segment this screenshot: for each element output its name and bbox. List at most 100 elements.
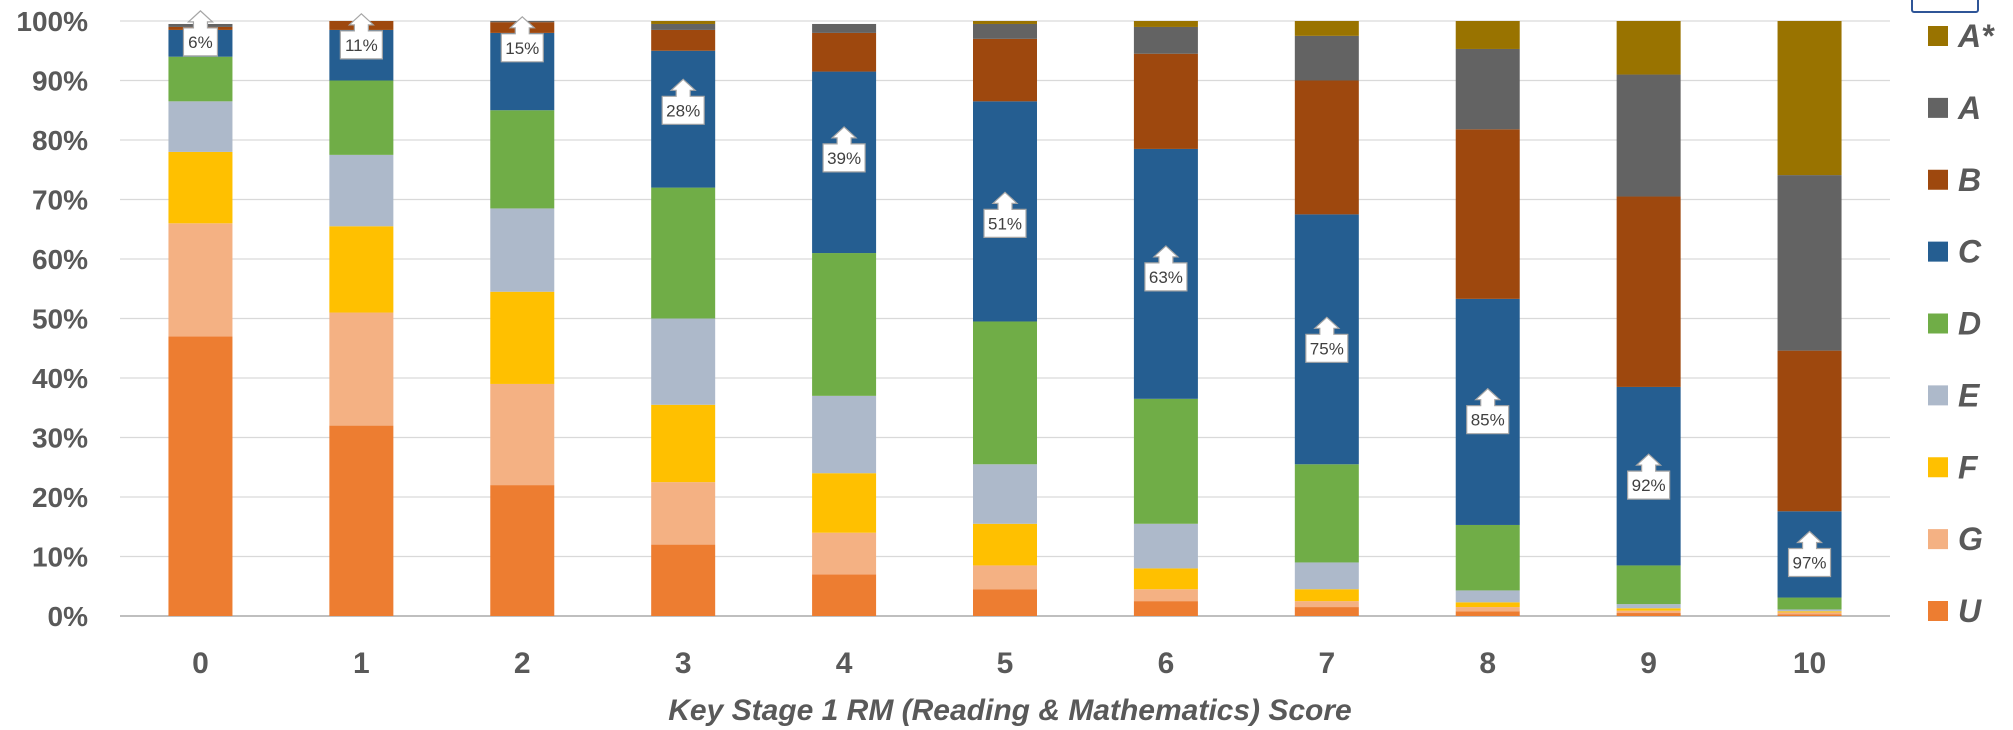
callout-text: 11%	[345, 36, 378, 55]
legend-swatch	[1928, 169, 1948, 190]
callout-text: 85%	[1471, 411, 1505, 430]
callout-text: 51%	[988, 214, 1022, 233]
bar-segment-u	[168, 336, 233, 616]
bar-segment-a	[651, 23, 716, 30]
bar-segment-b	[812, 32, 877, 72]
bar-segment-astar	[973, 21, 1037, 24]
bar-segment-d	[168, 56, 233, 102]
y-tick-label: 40%	[32, 363, 88, 394]
callout-arrow-box	[983, 191, 1027, 238]
callout-label: 63%	[1144, 245, 1188, 292]
bar-segment-d	[1455, 524, 1520, 591]
x-axis-ticks: 0 1 2 3 4 5 6 7 8 9 10	[192, 647, 1826, 680]
bar-segment-b	[1616, 196, 1681, 387]
bar-segment-u	[1777, 614, 1842, 616]
bar-segment-b	[1133, 53, 1198, 149]
bar-segment-u	[490, 485, 555, 616]
callout-label: 97%	[1787, 530, 1832, 578]
bar-segment-a	[1133, 26, 1198, 54]
bar-segment-astar	[1777, 21, 1842, 176]
x-tick-label: 3	[675, 647, 692, 680]
legend-label: C	[1958, 234, 1982, 270]
bar-segment-g	[651, 482, 716, 545]
legend-label: A*	[1957, 18, 1995, 54]
x-tick-label: 9	[1640, 647, 1657, 680]
y-tick-label: 20%	[32, 482, 88, 513]
bar-segment-f	[329, 226, 394, 313]
bar-segment-f	[651, 404, 716, 483]
bar-segment-a	[812, 23, 877, 33]
x-tick-label: 0	[192, 647, 209, 680]
callout-arrow-box	[1787, 530, 1832, 578]
callout-label: 85%	[1466, 387, 1510, 435]
bar-segment-u	[1133, 601, 1198, 616]
legend-swatch	[1928, 241, 1948, 262]
bar-segment-d	[1294, 464, 1359, 563]
bar-segment-b	[1294, 80, 1359, 215]
callout-arrow-box	[339, 13, 383, 60]
bar-segment-f	[1294, 589, 1359, 602]
callout-arrow-box	[500, 16, 544, 63]
bar-segment-u	[1294, 607, 1359, 616]
bar-segment-e	[1133, 523, 1198, 569]
callout-text: 39%	[827, 149, 861, 168]
callout-label: 6%	[182, 10, 219, 57]
legend-label: F	[1958, 449, 1979, 485]
bar-segment-d	[812, 253, 877, 396]
y-axis-ticks: 0% 10% 20% 30% 40% 50% 60% 70% 80% 90% 100%	[16, 6, 88, 632]
bar-segment-b	[651, 29, 716, 51]
bar-segment-e	[329, 154, 394, 227]
bar-segment-e	[1777, 609, 1842, 612]
bar-segment-f	[1133, 568, 1198, 590]
x-tick-label: 4	[836, 647, 853, 680]
bar-segment-a	[1294, 35, 1359, 81]
legend-swatch	[1928, 97, 1948, 118]
bar-segment-b	[1455, 129, 1520, 299]
bar-segment-astar	[1616, 21, 1681, 75]
bar-segment-d	[1133, 398, 1198, 524]
bar-segment-u	[973, 589, 1037, 616]
bar-segment-d	[973, 321, 1037, 465]
legend-swatch	[1928, 26, 1948, 46]
bar-segment-d	[1616, 565, 1681, 605]
x-tick-label: 1	[353, 647, 370, 680]
bar-segment-d	[651, 187, 716, 319]
legend-label: G	[1958, 521, 1983, 557]
callout-label: 28%	[661, 78, 705, 125]
legend-swatch	[1928, 313, 1948, 334]
bar-segment-g	[1455, 607, 1520, 612]
y-tick-label: 70%	[32, 185, 88, 216]
legend-swatch	[1928, 385, 1948, 406]
y-tick-label: 60%	[32, 244, 88, 275]
callout-text: 63%	[1149, 268, 1183, 287]
bar-segment-e	[973, 464, 1037, 524]
bar-segment-f	[168, 151, 233, 224]
callout-label: 15%	[500, 16, 544, 63]
bar-segment-e	[812, 395, 877, 474]
y-tick-label: 10%	[32, 542, 88, 573]
bar-segment-u	[651, 544, 716, 616]
bar-segment-e	[168, 101, 233, 152]
bar-segment-u	[812, 574, 877, 616]
bar-segment-a	[1455, 48, 1520, 130]
callout-arrow-box	[1627, 453, 1671, 500]
bar-segment-g	[1777, 612, 1842, 615]
bar-segment-astar	[1294, 21, 1359, 36]
y-tick-label: 100%	[16, 6, 88, 37]
callout-arrow-box	[1466, 387, 1510, 435]
bar-segment-f	[490, 291, 555, 384]
bar-segment-g	[1294, 601, 1359, 608]
bar-segment-e	[651, 318, 716, 405]
callout-label: 11%	[339, 13, 383, 60]
callout-label: 39%	[822, 126, 866, 173]
bar-segment-f	[1777, 611, 1842, 613]
callout-arrow-box	[182, 10, 219, 57]
legend-swatch	[1928, 529, 1948, 550]
callout-text: 97%	[1793, 554, 1827, 573]
bar-segment-g	[1616, 610, 1681, 614]
bar-segment-g	[812, 532, 877, 575]
callout-arrow-box	[822, 126, 866, 173]
callouts: 6% 11% 15% 28% 39% 51% 63% 75% 85% 92% 97%	[182, 10, 1832, 578]
callout-text: 28%	[666, 101, 700, 120]
